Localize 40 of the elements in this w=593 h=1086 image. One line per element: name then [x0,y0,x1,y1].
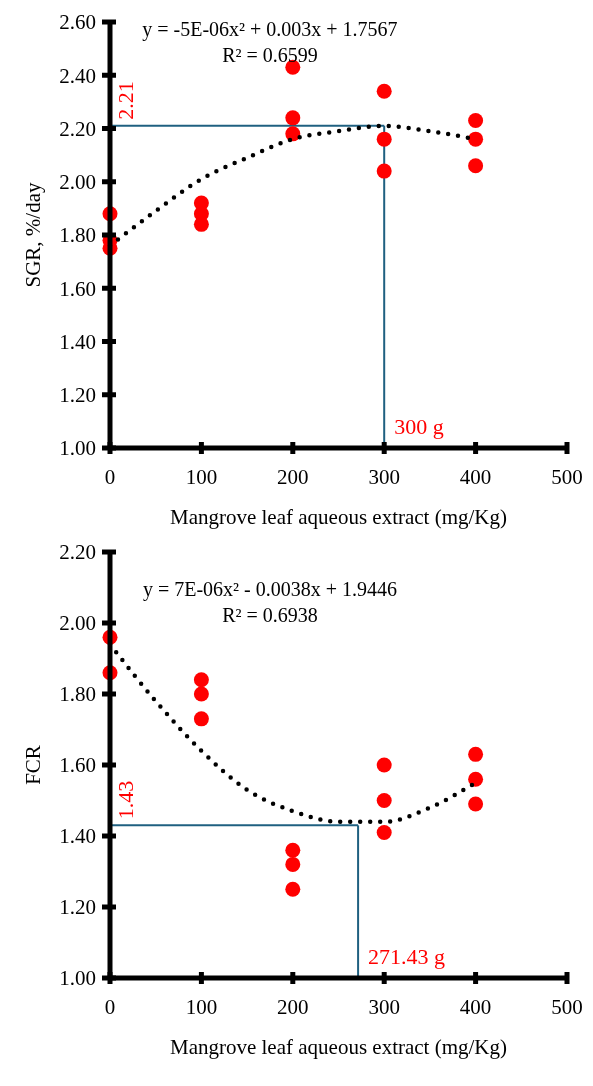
x-tick-label: 200 [277,465,309,489]
y-tick-label: 2.20 [59,116,96,141]
y-tick-label: 2.60 [59,10,96,35]
annotation: y = 7E-06x² - 0.0038x + 1.9446 [142,578,397,601]
y-tick-label: 1.00 [59,436,96,461]
y-tick-label: 1.60 [59,753,96,778]
annotation: y = -5E-06x² + 0.003x + 1.7567 [142,18,398,41]
ref-line-label: 2.21 [113,81,138,120]
ref-line-label: 1.43 [113,780,138,820]
ref-line-label: 300 g [394,414,444,439]
y-tick-label: 2.20 [59,540,96,565]
x-tick-label: 400 [459,465,492,489]
x-tick-label: 200 [277,995,309,1019]
y-tick-label: 1.80 [59,223,96,248]
y-tick-label: 1.20 [59,383,96,408]
y-tick-label: 2.00 [59,170,96,195]
y-tick-label: 2.00 [59,611,96,636]
x-tick-label: 300 [368,995,400,1019]
x-tick-label: 100 [185,465,218,489]
x-tick-label: 500 [551,465,583,489]
x-axis-title: Mangrove leaf aqueous extract (mg/Kg) [169,1035,508,1059]
y-axis-title: SGR, %/day [21,182,45,288]
x-axis-title: Mangrove leaf aqueous extract (mg/Kg) [169,505,508,529]
y-tick-label: 1.00 [59,966,96,991]
ref-line-label: 271.43 g [368,944,446,969]
y-tick-label: 2.40 [59,63,96,88]
y-axis-title: FCR [21,745,45,785]
y-tick-label: 1.20 [59,895,96,920]
y-tick-label: 1.80 [59,682,96,707]
x-tick-label: 100 [185,995,218,1019]
y-tick-label: 1.60 [59,276,96,301]
y-tick-label: 1.40 [59,824,96,849]
x-tick-label: 400 [459,995,492,1019]
x-tick-label: 0 [104,995,116,1019]
y-tick-label: 1.40 [59,329,96,354]
annotation: R² = 0.6599 [222,44,318,66]
x-tick-label: 0 [104,465,116,489]
annotation: R² = 0.6938 [222,604,318,626]
x-tick-label: 500 [551,995,583,1019]
x-tick-label: 300 [368,465,400,489]
